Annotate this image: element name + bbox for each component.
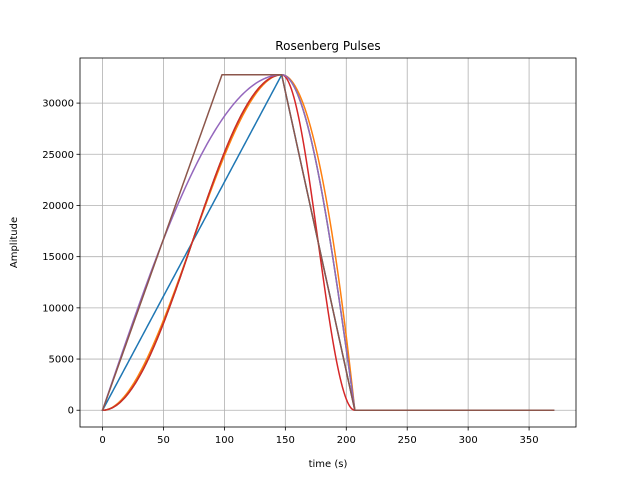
x-tick-label: 150 — [276, 435, 295, 446]
y-axis-label: Amplitude — [9, 217, 20, 268]
x-tick-label: 300 — [459, 435, 478, 446]
y-tick-label: 30000 — [42, 99, 74, 110]
x-axis-label: time (s) — [309, 459, 348, 470]
x-tick-label: 0 — [99, 435, 105, 446]
y-tick-label: 25000 — [42, 150, 74, 161]
series-6-line — [101, 74, 555, 412]
x-tick-label: 350 — [520, 435, 539, 446]
y-tick-label: 5000 — [49, 355, 74, 366]
x-tick-label: 100 — [215, 435, 234, 446]
series-group — [101, 74, 555, 412]
y-tick-label: 20000 — [42, 201, 74, 212]
x-tick-label: 50 — [157, 435, 170, 446]
x-axis: 0 50 100 150 200 250 300 350 — [99, 427, 539, 446]
x-tick-label: 200 — [337, 435, 356, 446]
x-tick-label: 250 — [398, 435, 417, 446]
y-axis: 0 5000 10000 15000 20000 25000 30000 — [42, 99, 80, 417]
y-tick-label: 10000 — [42, 303, 74, 314]
plot-frame — [79, 57, 577, 428]
y-tick-label: 15000 — [42, 252, 74, 263]
chart-title: Rosenberg Pulses — [275, 39, 380, 53]
y-tick-label: 0 — [68, 406, 74, 417]
